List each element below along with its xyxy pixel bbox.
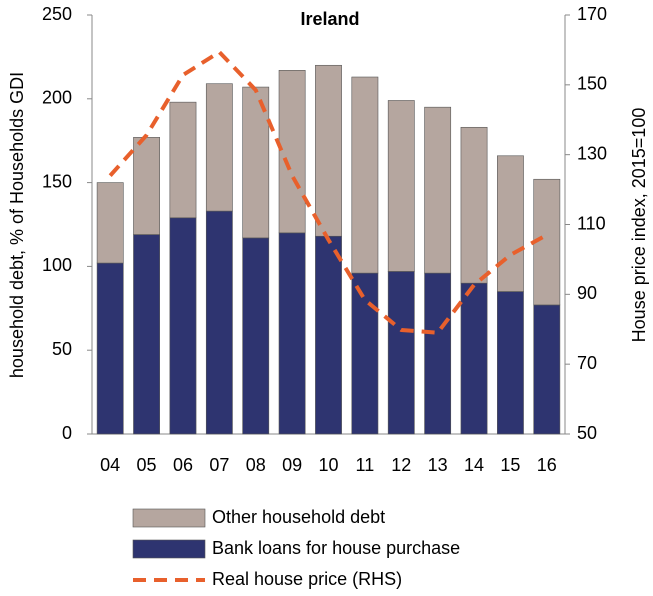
bar (169, 217, 197, 435)
x-tick-label: 12 (391, 455, 411, 475)
x-tick-label: 14 (464, 455, 484, 475)
bar (205, 210, 233, 435)
x-tick-label: 10 (318, 455, 338, 475)
y-tick-label: 50 (52, 339, 72, 359)
x-tick-label: 05 (137, 455, 157, 475)
bar (242, 237, 270, 435)
bar (278, 232, 306, 435)
bar (351, 76, 379, 274)
bar (533, 178, 561, 306)
bar (205, 83, 233, 212)
x-tick-label: 13 (428, 455, 448, 475)
legend-swatch (132, 539, 206, 559)
legend-swatch (132, 508, 206, 528)
y2-tick-label: 130 (577, 143, 607, 163)
bar (497, 155, 524, 292)
bar (460, 126, 488, 284)
y2-tick-label: 170 (577, 4, 607, 24)
x-tick-label: 04 (100, 455, 120, 475)
y-axis-label: household debt, % of Households GDI (7, 72, 27, 378)
x-tick-label: 15 (500, 455, 520, 475)
x-tick-label: 16 (537, 455, 557, 475)
bar (424, 106, 452, 274)
y-tick-label: 200 (42, 88, 72, 108)
legend-label: Other household debt (212, 507, 385, 527)
bar (96, 182, 124, 264)
y2-axis-label: House price index, 2015=100 (629, 108, 649, 343)
legend-label: Real house price (RHS) (212, 569, 402, 589)
bar (497, 291, 524, 435)
x-tick-label: 07 (209, 455, 229, 475)
y2-tick-label: 150 (577, 74, 607, 94)
bar (351, 272, 379, 435)
chart-title: Ireland (300, 9, 359, 29)
bar (133, 234, 160, 435)
y-tick-label: 0 (62, 423, 72, 443)
y-tick-label: 150 (42, 171, 72, 191)
x-tick-label: 06 (173, 455, 193, 475)
bar (315, 235, 342, 435)
y2-tick-label: 50 (577, 423, 597, 443)
bar (387, 271, 415, 435)
bar (96, 262, 124, 435)
x-tick-label: 09 (282, 455, 302, 475)
bar (460, 282, 488, 435)
y2-tick-label: 70 (577, 353, 597, 373)
bar (278, 70, 306, 234)
bar (424, 272, 452, 435)
bar (387, 100, 415, 272)
bar (315, 64, 342, 237)
bar (533, 304, 561, 435)
bar (133, 137, 160, 235)
legend-label: Bank loans for house purchase (212, 538, 460, 558)
bar (169, 101, 197, 219)
y2-tick-label: 90 (577, 283, 597, 303)
bar (242, 86, 270, 239)
line (108, 50, 548, 335)
y-tick-label: 100 (42, 255, 72, 275)
y-tick-label: 250 (42, 4, 72, 24)
y2-tick-label: 110 (577, 213, 606, 233)
x-tick-label: 11 (356, 455, 375, 475)
x-tick-label: 08 (246, 455, 266, 475)
